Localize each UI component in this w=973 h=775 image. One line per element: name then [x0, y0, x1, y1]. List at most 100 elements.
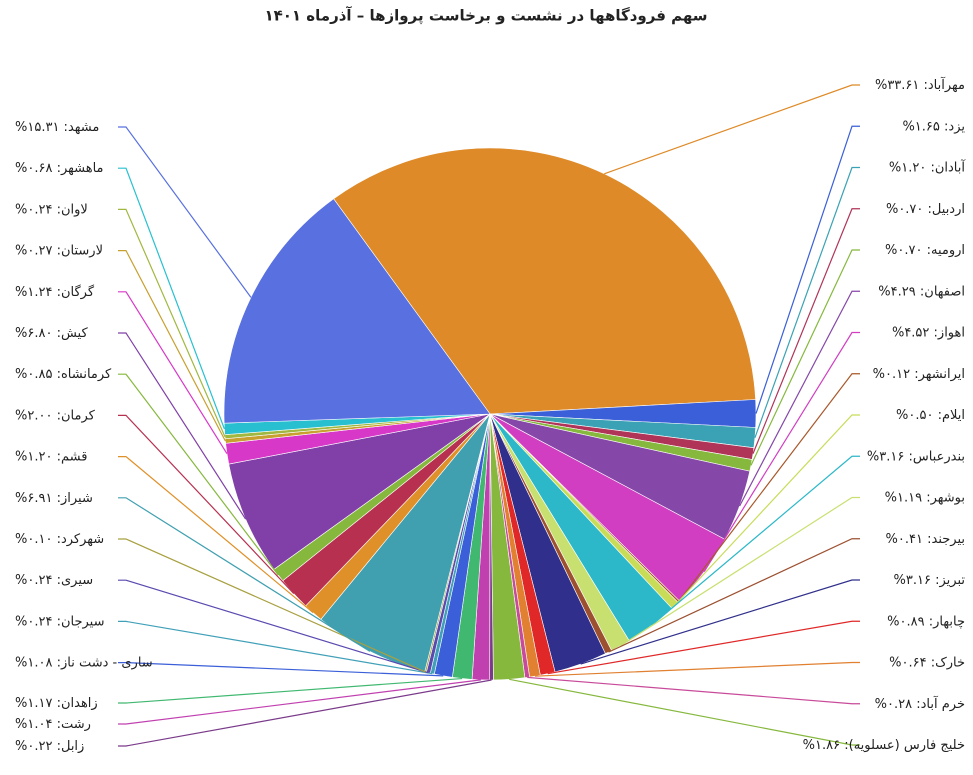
leader-line — [118, 679, 492, 747]
category-label: کیش — [61, 326, 88, 341]
value-label: : ۱.۲۰% — [889, 160, 935, 175]
leader-line — [678, 373, 860, 602]
category-label: اهواز — [937, 325, 965, 340]
leader-line — [118, 332, 247, 520]
data-label: ایرانشهر: ۰.۱۲% — [873, 366, 965, 381]
data-label: زاهدان: ۱.۱۷% — [15, 696, 98, 711]
value-label: : ۱۵.۳۱% — [15, 120, 68, 135]
value-label: : ۱.۶۵% — [902, 119, 948, 134]
leader-line — [118, 250, 226, 442]
data-label: رشت: ۱.۰۴% — [15, 717, 91, 732]
data-label: چابهار: ۰.۸۹% — [887, 614, 965, 629]
data-label: ارومیه: ۰.۷۰% — [885, 243, 965, 258]
leader-line — [118, 126, 252, 298]
leader-line — [534, 661, 860, 677]
value-label: : ۱.۰۴% — [15, 717, 61, 732]
category-label: بیرجند — [932, 531, 966, 546]
leader-line — [674, 414, 860, 606]
value-label: : ۳.۱۶% — [894, 573, 940, 588]
category-label: مشهد — [68, 120, 99, 135]
category-label: یزد — [948, 119, 965, 134]
category-label: رشت — [61, 717, 91, 732]
data-label: زابل: ۰.۲۲% — [15, 739, 84, 754]
leader-line — [509, 678, 860, 746]
data-label: سیری: ۰.۲۴% — [15, 573, 93, 588]
value-label: : ۰.۷۰% — [886, 201, 932, 216]
data-label: لارستان: ۰.۲۷% — [15, 243, 103, 258]
value-label: : ۳۳.۶۱% — [875, 78, 928, 93]
value-label: : ۰.۴۱% — [886, 531, 932, 546]
category-label: خرم آباد — [921, 694, 965, 711]
value-label: : ۰.۸۵% — [15, 367, 61, 382]
leader-line — [118, 373, 279, 576]
value-label: : ۱.۸۶% — [803, 738, 849, 753]
value-label: : ۱.۲۴% — [15, 284, 61, 299]
value-label: : ۶.۸۰% — [15, 326, 61, 341]
category-label: سیرجان — [61, 614, 105, 629]
category-label: چابهار — [932, 614, 965, 629]
data-label: کیش: ۶.۸۰% — [15, 326, 88, 341]
value-label: : ۰.۲۴% — [15, 614, 61, 629]
data-label: تبریز: ۳.۱۶% — [894, 573, 966, 588]
data-label: اصفهان: ۴.۲۹% — [878, 284, 965, 299]
category-label: ماهشهر — [60, 161, 104, 176]
value-label: : ۰.۲۴% — [15, 202, 61, 217]
data-label: بندرعباس: ۳.۱۶% — [867, 449, 965, 464]
category-label: زابل — [61, 739, 84, 754]
leader-line — [703, 331, 860, 573]
leader-line — [118, 456, 314, 614]
value-label: : ۰.۱۰% — [15, 532, 61, 547]
data-label: خرم آباد: ۰.۲۸% — [875, 694, 965, 711]
leader-line — [580, 579, 860, 665]
data-label: اهواز: ۴.۵۲% — [892, 325, 965, 340]
value-label: : ۰.۲۲% — [15, 739, 61, 754]
category-label: سیری — [61, 573, 93, 588]
leader-line — [118, 208, 226, 437]
category-label: بوشهر — [930, 490, 965, 505]
category-label: ایلام — [942, 408, 965, 423]
leader-line — [750, 249, 860, 466]
category-label: بندرعباس — [913, 449, 965, 464]
category-label: ساری - دشت ناز — [60, 655, 153, 670]
category-label: تبریز — [938, 573, 965, 588]
data-label: قشم: ۱.۲۰% — [15, 449, 87, 464]
leader-line — [118, 291, 228, 455]
leader-line — [608, 538, 860, 653]
value-label: : ۱.۲۰% — [15, 449, 61, 464]
data-label: لاوان: ۰.۲۴% — [15, 202, 88, 217]
leader-line — [620, 496, 860, 647]
data-label: مشهد: ۱۵.۳۱% — [15, 120, 99, 135]
value-label: : ۰.۲۷% — [15, 243, 61, 258]
value-label: : ۴.۲۹% — [878, 284, 924, 299]
value-label: : ۱.۱۹% — [885, 490, 931, 505]
data-label: یزد: ۱.۶۵% — [902, 119, 965, 134]
value-label: : ۱.۱۷% — [15, 696, 61, 711]
value-label: : ۰.۵۰% — [896, 408, 942, 423]
data-label: کرمانشاه: ۰.۸۵% — [15, 367, 112, 382]
leader-line — [118, 661, 444, 677]
category-label: گرگان — [61, 283, 95, 299]
leader-line — [118, 167, 225, 430]
data-label: شیراز: ۶.۹۱% — [15, 490, 93, 505]
category-label: اصفهان — [924, 284, 965, 299]
value-label: : ۳.۱۶% — [867, 449, 913, 464]
category-label: کرمان — [61, 408, 96, 423]
value-label: : ۰.۸۹% — [887, 614, 933, 629]
data-label: شهرکرد: ۰.۱۰% — [15, 532, 104, 547]
leader-line — [118, 497, 371, 652]
value-label: : ۴.۵۲% — [892, 325, 938, 340]
category-label: خارک — [935, 655, 965, 670]
category-label: اردبیل — [932, 201, 965, 216]
value-label: : ۰.۲۴% — [15, 573, 61, 588]
leader-line — [118, 414, 295, 595]
value-label: : ۰.۶۸% — [15, 161, 61, 176]
leader-line — [754, 166, 860, 438]
value-label: : ۰.۷۰% — [885, 243, 931, 258]
leader-line — [650, 455, 860, 626]
category-label: شهرکرد — [61, 532, 104, 547]
data-label: بوشهر: ۱.۱۹% — [885, 490, 965, 505]
data-label: ماهشهر: ۰.۶۸% — [15, 161, 104, 176]
leader-line — [118, 677, 463, 704]
